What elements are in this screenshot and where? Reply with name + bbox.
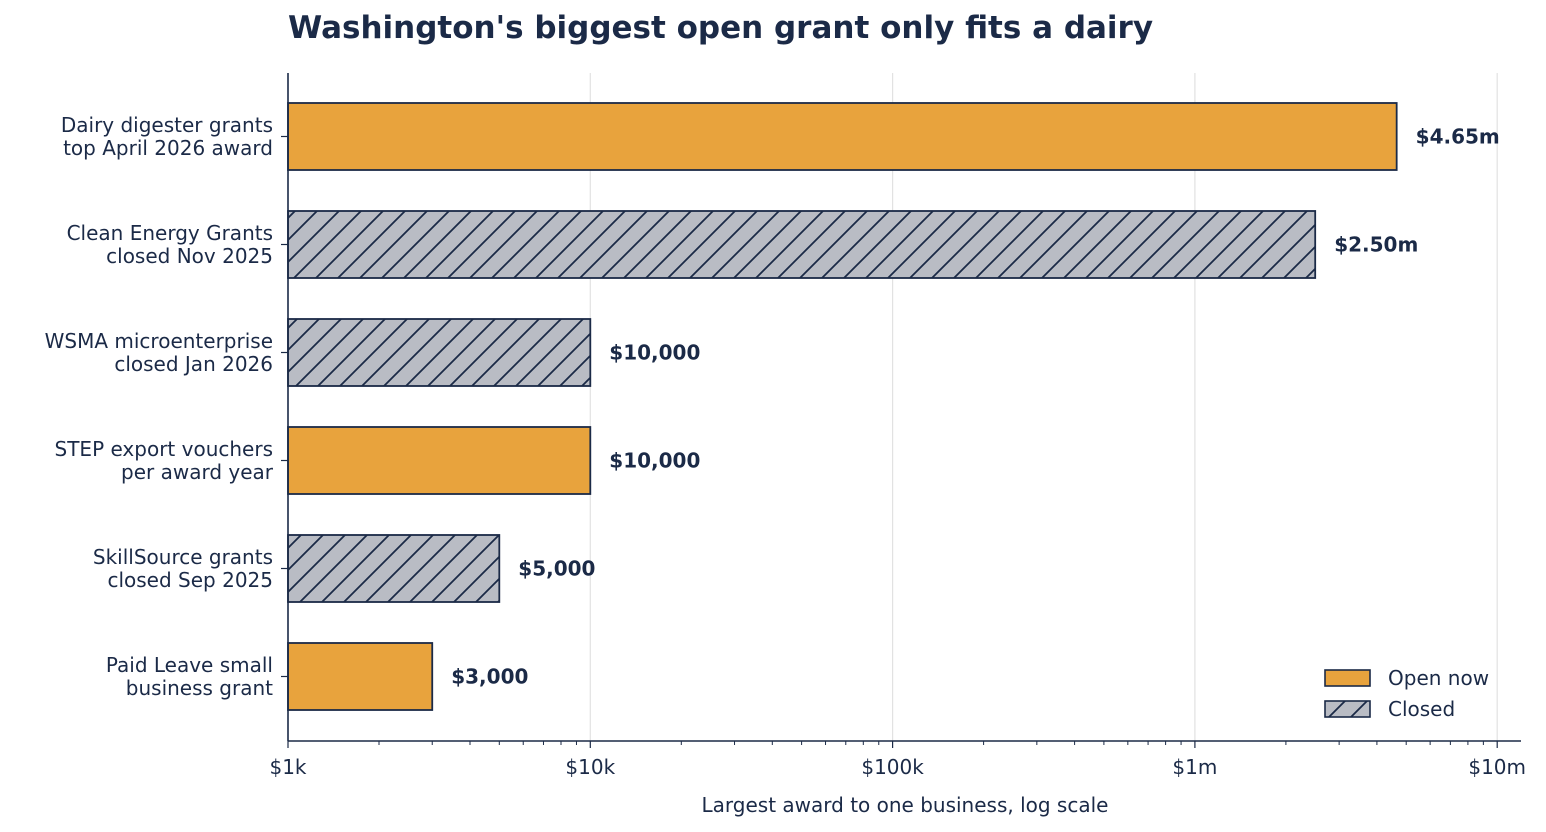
legend-swatch-closed [1324, 700, 1371, 718]
legend-swatch-open [1324, 669, 1371, 687]
legend: Open now Closed [1324, 666, 1489, 721]
data-label: $10,000 [609, 449, 700, 473]
data-label: $2.50m [1334, 233, 1418, 257]
axes [281, 73, 1521, 748]
y-category-label: Paid Leave small [106, 653, 273, 677]
bars [287, 102, 1398, 711]
x-tick-label: $1m [1172, 755, 1217, 779]
bar-open [287, 642, 434, 711]
data-label: $4.65m [1416, 125, 1500, 149]
x-tick-label: $100k [861, 755, 924, 779]
labels: $1k $10k $100k $1m $10m $4.65m Dairy digester … [45, 113, 1526, 779]
bar-closed [287, 210, 1317, 279]
y-category-label: closed Jan 2026 [114, 352, 273, 376]
x-tick-label: $10k [565, 755, 615, 779]
data-label: $3,000 [451, 665, 528, 689]
y-category-label: top April 2026 award [63, 136, 273, 160]
gridlines [589, 73, 1498, 741]
y-category-label: SkillSource grants [93, 545, 273, 569]
bar-closed [287, 534, 501, 603]
bar-open [287, 102, 1398, 171]
y-category-label: closed Nov 2025 [106, 244, 273, 268]
data-label: $10,000 [609, 341, 700, 365]
x-axis-title: Largest award to one business, log scale [702, 793, 1109, 817]
chart-title: Washington's biggest open grant only fit… [288, 10, 1154, 46]
y-category-label: STEP export vouchers [55, 437, 273, 461]
y-category-label: business grant [126, 676, 273, 700]
legend-label-open: Open now [1388, 666, 1489, 690]
x-tick-label: $10m [1468, 755, 1526, 779]
y-category-label: WSMA microenterprise [45, 329, 273, 353]
y-category-label: Clean Energy Grants [67, 221, 273, 245]
bar-open [287, 426, 592, 495]
legend-label-closed: Closed [1388, 697, 1455, 721]
y-category-label: per award year [121, 460, 274, 484]
x-tick-label: $1k [269, 755, 306, 779]
y-category-label: Dairy digester grants [61, 113, 273, 137]
y-category-label: closed Sep 2025 [107, 568, 273, 592]
bar-closed [287, 318, 592, 387]
data-label: $5,000 [518, 557, 595, 581]
